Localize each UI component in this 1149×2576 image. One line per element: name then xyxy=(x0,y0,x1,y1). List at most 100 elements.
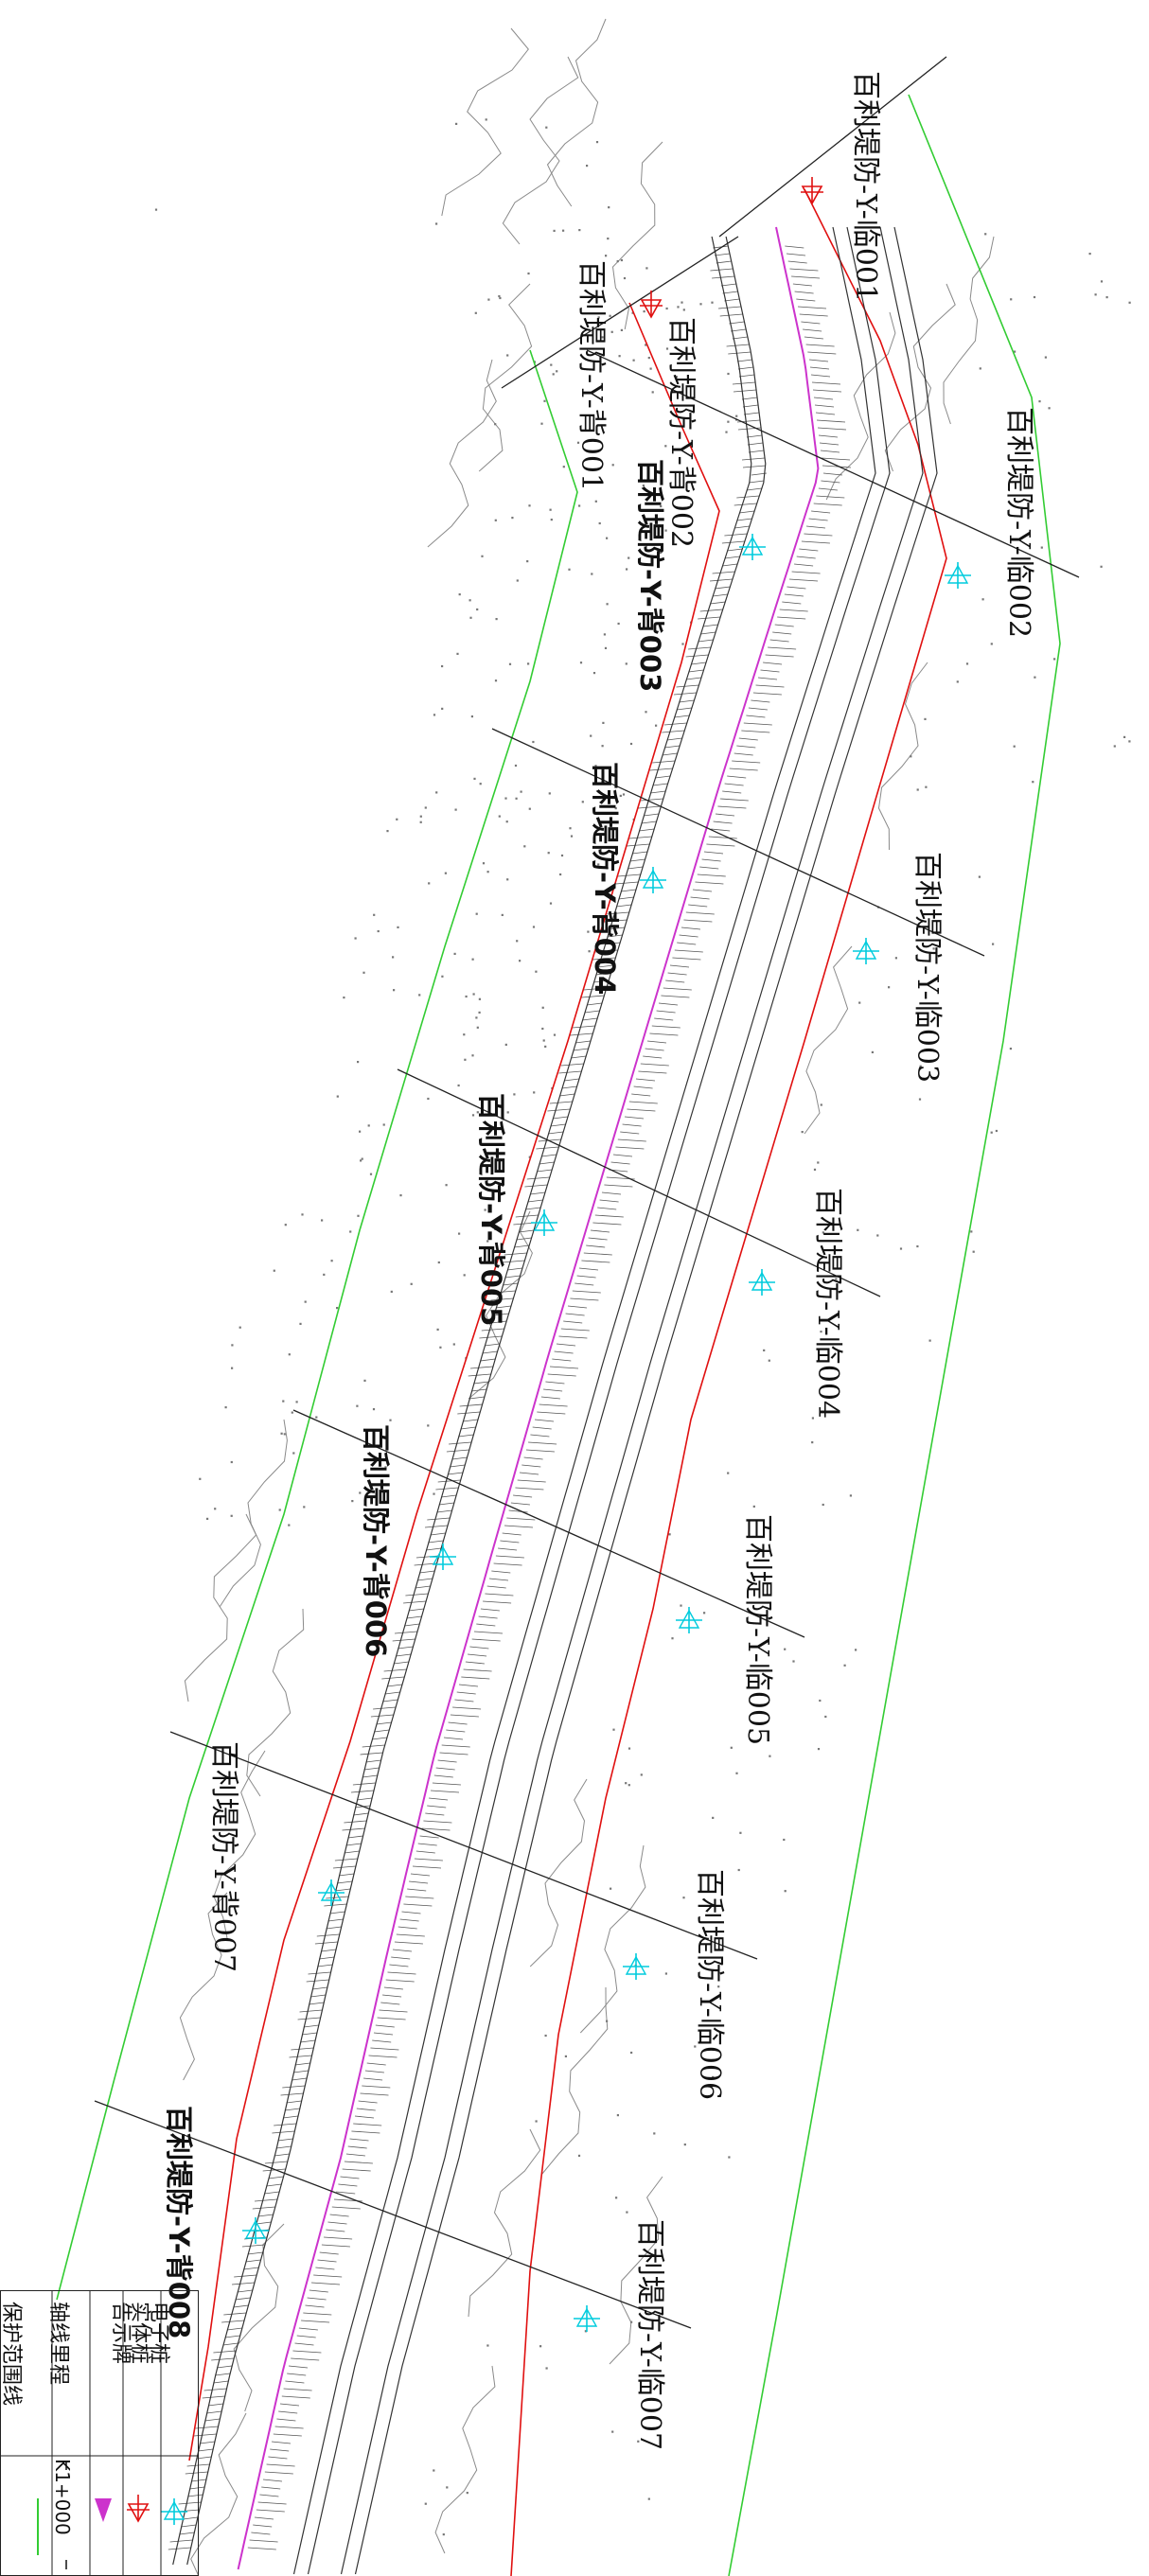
survey-point xyxy=(1088,253,1091,256)
hatch-line xyxy=(706,843,735,847)
survey-point xyxy=(813,1168,817,1171)
survey-point xyxy=(553,229,556,232)
hatch-line xyxy=(291,2047,314,2051)
hatch-line xyxy=(493,1562,522,1566)
survey-point xyxy=(843,1664,846,1667)
hatch-line xyxy=(674,949,703,953)
survey-point xyxy=(801,1131,804,1134)
hatch-line xyxy=(559,1093,575,1097)
hatch-line xyxy=(457,1411,481,1415)
hatch-line xyxy=(435,1487,459,1491)
survey-point xyxy=(295,1401,298,1403)
hatch-line xyxy=(266,2463,295,2467)
survey-point xyxy=(680,1604,682,1607)
survey-point xyxy=(424,2502,427,2505)
hatch-line xyxy=(620,889,637,892)
survey-point xyxy=(598,521,601,525)
hatch-line xyxy=(373,2032,394,2036)
hatch-line xyxy=(502,1260,525,1263)
survey-point xyxy=(783,1838,786,1842)
back-section-label: 百利堤防-Y-背001 xyxy=(574,260,608,492)
survey-point xyxy=(280,1432,283,1435)
hatch-line xyxy=(525,1449,555,1453)
hatch-line xyxy=(222,2342,239,2346)
hatch-line xyxy=(748,450,765,453)
hatch-line xyxy=(617,1138,646,1142)
signboard-marker-icon xyxy=(161,2498,187,2525)
hatch-line xyxy=(785,245,804,249)
survey-point xyxy=(1048,407,1051,410)
hatch-line xyxy=(741,457,766,461)
survey-point xyxy=(871,1050,874,1053)
hatch-line xyxy=(743,722,772,726)
survey-point xyxy=(514,764,518,768)
survey-point xyxy=(671,1637,674,1640)
hatch-line xyxy=(458,1684,479,1687)
hatch-line xyxy=(254,2198,278,2202)
hatch-line xyxy=(427,1517,451,1521)
survey-point xyxy=(466,2492,468,2495)
hatch-line xyxy=(534,1419,555,1422)
hatch-line xyxy=(543,1388,563,1392)
survey-point xyxy=(615,2197,618,2199)
hatch-line xyxy=(419,1835,439,1839)
survey-point xyxy=(373,913,376,916)
survey-point xyxy=(681,643,684,645)
survey-point xyxy=(542,1039,545,1042)
hatch-line xyxy=(565,1313,585,1316)
hatch-line xyxy=(373,1706,397,1710)
survey-point xyxy=(397,926,399,928)
survey-point xyxy=(579,662,583,664)
survey-point xyxy=(231,1344,234,1347)
survey-point xyxy=(559,873,562,876)
hatch-line xyxy=(449,1441,472,1445)
hatch-line xyxy=(620,1131,640,1135)
survey-point xyxy=(597,316,600,319)
survey-point xyxy=(608,206,610,209)
survey-point xyxy=(439,1346,442,1349)
survey-point xyxy=(664,445,667,448)
hatch-line xyxy=(288,2365,309,2369)
hatch-line xyxy=(182,2516,199,2520)
hatch-line xyxy=(530,1434,550,1438)
hatch-line xyxy=(483,1600,512,1604)
hatch-line xyxy=(593,979,610,983)
hatch-line xyxy=(583,1252,612,1256)
hatch-line xyxy=(292,2350,322,2354)
physical-pile-marker-icon xyxy=(127,2495,150,2523)
signboard-marker-icon xyxy=(430,1544,456,1570)
hatch-line xyxy=(672,957,701,961)
hatch-line xyxy=(595,972,611,976)
hatch-line xyxy=(813,503,842,506)
hatch-line xyxy=(736,745,756,749)
signboard-marker-icon xyxy=(574,2305,600,2332)
hatch-line xyxy=(372,2039,392,2043)
hatch-line xyxy=(548,1131,564,1135)
survey-point xyxy=(292,1452,295,1455)
hatch-line xyxy=(374,1729,390,1733)
survey-point xyxy=(465,995,468,998)
hatch-line xyxy=(385,1979,415,1983)
hatch-line xyxy=(409,1880,429,1884)
hatch-line xyxy=(237,2289,253,2293)
survey-point xyxy=(677,306,680,309)
survey-point xyxy=(330,1260,333,1262)
hatch-line xyxy=(669,964,690,968)
boundary-line-back xyxy=(188,302,720,2461)
dike-edge-line xyxy=(354,226,938,2575)
survey-point xyxy=(273,1269,275,1272)
hatch-line xyxy=(615,881,639,885)
hatch-line xyxy=(358,2100,378,2104)
hatch-line xyxy=(329,2214,349,2217)
hatch-line xyxy=(717,805,747,809)
survey-point xyxy=(230,1460,233,1464)
hatch-line xyxy=(737,366,754,370)
hatch-line xyxy=(610,1161,630,1165)
survey-point xyxy=(535,2120,538,2123)
survey-point xyxy=(578,504,581,507)
survey-point xyxy=(584,2330,587,2333)
survey-point xyxy=(611,464,614,467)
hatch-line xyxy=(249,2539,278,2543)
survey-point xyxy=(620,258,623,262)
survey-point xyxy=(550,519,553,521)
